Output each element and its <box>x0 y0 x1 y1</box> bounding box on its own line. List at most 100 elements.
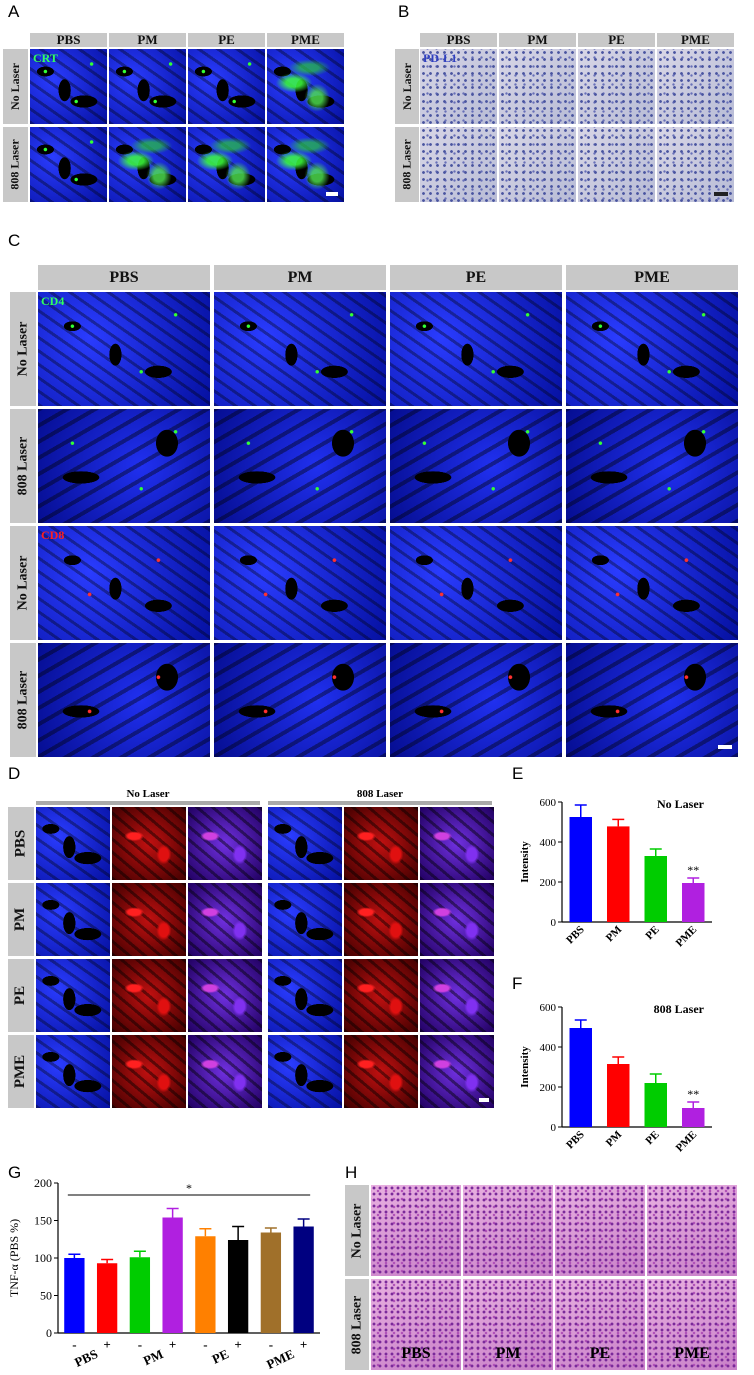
bar <box>227 1240 249 1333</box>
panel-b-image-r1-c4 <box>657 49 734 124</box>
bar-sign-label: - <box>138 1337 142 1352</box>
panel-d-image-r2-g2-c1 <box>268 883 342 956</box>
panel-h-image-r2-c2 <box>463 1279 553 1370</box>
row-header-808-laser: 808 Laser <box>10 643 36 757</box>
signal-overlay <box>214 409 386 523</box>
panel-d-image-r3-g2-c2 <box>344 959 418 1032</box>
panel-d-label: D <box>8 764 21 783</box>
column-header-pe: PE <box>188 33 265 47</box>
panel-b-image-r1-c3 <box>578 49 655 124</box>
panel-d-image-r1-g1-c3 <box>188 807 262 880</box>
chart-title: No Laser <box>657 797 705 811</box>
panel-d-image-r2-g1-c3 <box>188 883 262 956</box>
row-header-label: 808 Laser <box>399 139 414 190</box>
y-tick-label: 600 <box>540 1002 557 1014</box>
panel-h-image-r1-c4 <box>647 1185 737 1276</box>
panel-a-image-r2-c1 <box>30 127 107 202</box>
panel-g-label: G <box>8 1163 22 1182</box>
row-header-label: 808 Laser <box>349 1295 364 1354</box>
panel-a-label: A <box>8 2 20 21</box>
signal-overlay <box>109 49 186 124</box>
panel-c-label: C <box>8 231 21 250</box>
row-header-label: No Laser <box>8 63 22 110</box>
panel-d-image-r4-g2-c3 <box>420 1035 494 1108</box>
signal-overlay <box>38 526 210 640</box>
row-header-label: 808 Laser <box>15 670 30 730</box>
bar-sign-label: - <box>269 1337 273 1352</box>
row-header-label: No Laser <box>15 555 31 611</box>
row-header-label: No Laser <box>349 1203 365 1258</box>
x-tick-label: PME <box>674 1129 700 1155</box>
bar-pe <box>644 856 667 922</box>
panel-a-image-r1-c2 <box>109 49 186 124</box>
panel-a-image-r2-c4 <box>267 127 344 202</box>
row-header-label: PM <box>12 907 29 932</box>
column-header-pme: PME <box>267 33 344 47</box>
group-header-808-laser: 808 Laser <box>356 788 404 800</box>
column-header-pbs: PBS <box>420 33 497 47</box>
panel-a-image-r1-c3 <box>188 49 265 124</box>
panel-d-image-r3-g1-c2 <box>112 959 186 1032</box>
bar-sign-label: + <box>103 1337 110 1352</box>
panel-b-image-r1-c1: PD-L1 <box>420 49 497 124</box>
column-header-pme: PME <box>657 33 734 47</box>
panel-h-image-r2-c4 <box>647 1279 737 1370</box>
panel-d-image-r1-g2-c1 <box>268 807 342 880</box>
panel-c-image-r3-c2 <box>214 526 386 640</box>
signal-overlay <box>38 643 210 757</box>
panel-c-image-r3-c3 <box>390 526 562 640</box>
y-tick-label: 0 <box>46 1326 52 1340</box>
row-header-pm: PM <box>8 883 34 956</box>
significance-marker: * <box>186 1181 192 1195</box>
scale-bar <box>714 192 728 196</box>
y-axis-label: Intensity <box>519 841 531 883</box>
column-header-pe: PE <box>578 33 655 47</box>
panel-c-image-r1-c4 <box>566 292 738 406</box>
row-header-808-laser: 808 Laser <box>345 1279 369 1370</box>
signal-overlay <box>30 127 107 202</box>
panel-b-image-r2-c3 <box>578 127 655 202</box>
bar <box>129 1257 151 1333</box>
panel-b-image-r2-c4 <box>657 127 734 202</box>
signal-overlay <box>267 49 344 124</box>
column-header-pm: PM <box>499 33 576 47</box>
signal-overlay <box>214 643 386 757</box>
x-tick-label: PE <box>643 1129 661 1147</box>
y-tick-label: 0 <box>551 917 557 929</box>
bar-sign-label: + <box>300 1337 307 1352</box>
y-tick-label: 600 <box>540 797 557 809</box>
signal-overlay <box>38 409 210 523</box>
column-label-pm: PM <box>495 1345 521 1362</box>
y-tick-label: 200 <box>34 1176 52 1190</box>
y-tick-label: 0 <box>551 1122 557 1134</box>
panel-h-image-r2-c1 <box>371 1279 461 1370</box>
panel-d-image-r2-g2-c2 <box>344 883 418 956</box>
row-header-label: 808 Laser <box>15 436 30 496</box>
bar-pm <box>607 1064 630 1127</box>
x-tick-label: PBS <box>564 924 587 947</box>
significance-marker: ** <box>687 1087 699 1101</box>
panel-c-image-r1-c1: CD4 <box>38 292 210 406</box>
signal-overlay <box>390 409 562 523</box>
stain-label-cd4: CD4 <box>41 294 65 308</box>
group-header-no-laser: No Laser <box>126 788 170 800</box>
column-label-pbs: PBS <box>401 1345 431 1362</box>
panel-c-image-r3-c1: CD8 <box>38 526 210 640</box>
column-label-pe: PE <box>589 1345 611 1362</box>
bar-pme <box>682 1108 705 1127</box>
panel-c-image-r2-c1 <box>38 409 210 523</box>
panel-d-image-r4-g2-c1 <box>268 1035 342 1108</box>
panel-b-image-r2-c1 <box>420 127 497 202</box>
row-header-no-laser: No Laser <box>10 526 36 640</box>
panel-c-image-r4-c1 <box>38 643 210 757</box>
row-header-label: PE <box>12 985 29 1006</box>
signal-overlay <box>214 526 386 640</box>
bar-pbs <box>569 817 592 922</box>
row-header-label: 808 Laser <box>8 139 23 190</box>
signal-overlay <box>188 49 265 124</box>
signal-overlay <box>566 526 738 640</box>
chart-f: 0 200 400 600 Intensity 808 Laser PBS PM PE PME ** <box>519 1002 712 1155</box>
panel-d-image-r2-g2-c3 <box>420 883 494 956</box>
panel-c-image-r4-c2 <box>214 643 386 757</box>
panel-c-image-r1-c3 <box>390 292 562 406</box>
